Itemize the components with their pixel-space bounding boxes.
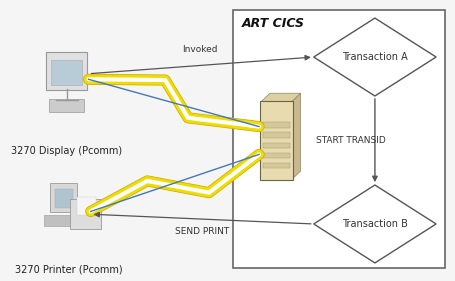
Polygon shape [261,93,301,101]
Text: Transaction B: Transaction B [342,219,408,229]
Text: Transaction A: Transaction A [342,52,408,62]
FancyBboxPatch shape [77,197,96,214]
FancyBboxPatch shape [46,52,87,90]
Polygon shape [313,185,436,263]
FancyBboxPatch shape [56,189,73,208]
Polygon shape [313,18,436,96]
FancyBboxPatch shape [51,60,82,85]
FancyBboxPatch shape [263,142,290,148]
Text: 3270 Display (Pcomm): 3270 Display (Pcomm) [11,146,122,156]
FancyBboxPatch shape [263,153,290,158]
FancyBboxPatch shape [50,183,77,212]
FancyBboxPatch shape [263,163,290,168]
Text: 3270 Printer (Pcomm): 3270 Printer (Pcomm) [15,264,123,274]
FancyBboxPatch shape [45,214,74,226]
Polygon shape [292,93,301,180]
FancyBboxPatch shape [50,99,84,112]
FancyBboxPatch shape [260,101,293,180]
Text: Invoked: Invoked [182,45,217,54]
Text: SEND PRINT: SEND PRINT [175,227,229,236]
FancyBboxPatch shape [263,132,290,138]
FancyBboxPatch shape [233,10,445,268]
FancyBboxPatch shape [263,122,290,128]
Text: ART CICS: ART CICS [242,17,304,30]
Text: START TRANSID: START TRANSID [316,136,386,145]
FancyBboxPatch shape [70,200,101,229]
